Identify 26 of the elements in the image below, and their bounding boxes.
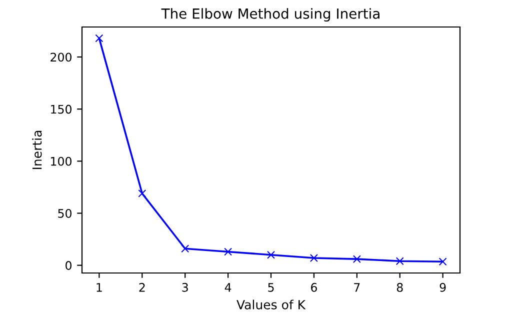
point: [352, 255, 361, 264]
y-tick-label: 200: [50, 52, 72, 62]
x-tick-label: 1: [96, 283, 102, 292]
x-tick-label: 3: [182, 282, 188, 292]
y-tick-label: 50: [58, 208, 72, 218]
y-tick-label: 100: [51, 156, 72, 166]
x-tick-label: 8: [396, 282, 403, 292]
point: [267, 250, 275, 259]
x-axis-title: Values of K: [236, 300, 306, 310]
x-tick-label: 5: [268, 283, 274, 292]
x-tick-label: 4: [224, 283, 232, 292]
x-tick-label: 2: [139, 282, 145, 292]
x-tick-label: 6: [311, 282, 317, 292]
y-axis-title: Inertia: [32, 130, 42, 170]
x-tick-label: 7: [354, 283, 360, 292]
point: [310, 254, 318, 262]
point: [396, 257, 404, 266]
y-tick-label: 150: [51, 104, 72, 114]
point: [224, 248, 232, 256]
point: [438, 258, 447, 266]
chart-title: The Elbow Method using Inertia: [161, 8, 380, 22]
point: [181, 244, 190, 253]
point: [138, 189, 146, 198]
y-tick-label: 0: [66, 261, 72, 270]
x-tick-label: 9: [440, 282, 446, 292]
point: [95, 34, 104, 42]
